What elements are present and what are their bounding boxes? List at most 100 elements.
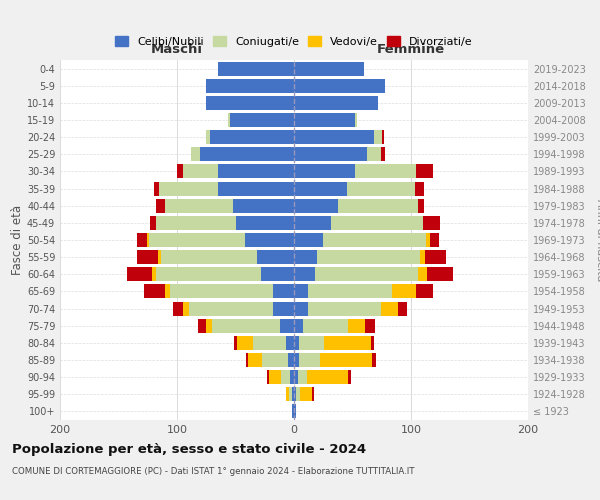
Bar — [292, 404, 294, 418]
Bar — [320, 353, 373, 367]
Bar — [323, 233, 426, 247]
Bar — [292, 388, 294, 402]
Bar — [300, 388, 311, 402]
Bar — [206, 78, 294, 92]
Bar — [166, 198, 233, 212]
Bar — [262, 353, 288, 367]
Bar — [286, 388, 289, 402]
Bar — [281, 370, 290, 384]
Bar — [294, 62, 364, 76]
Bar — [269, 370, 281, 384]
Text: Femmine: Femmine — [377, 44, 445, 57]
Bar — [245, 233, 294, 247]
Bar — [235, 216, 294, 230]
Bar — [422, 216, 440, 230]
Bar — [280, 318, 294, 332]
Bar — [290, 370, 294, 384]
Bar — [233, 198, 294, 212]
Bar — [365, 318, 375, 332]
Bar — [294, 268, 315, 281]
Bar — [218, 182, 294, 196]
Text: Maschi: Maschi — [151, 44, 203, 57]
Bar — [315, 268, 418, 281]
Bar — [294, 78, 385, 92]
Bar — [246, 353, 248, 367]
Bar — [294, 130, 374, 144]
Bar — [173, 302, 183, 316]
Bar — [427, 268, 453, 281]
Bar — [418, 268, 427, 281]
Bar — [307, 370, 348, 384]
Bar — [421, 250, 425, 264]
Bar — [230, 113, 294, 127]
Bar — [206, 318, 212, 332]
Bar — [348, 370, 352, 384]
Bar — [355, 113, 357, 127]
Bar — [160, 182, 218, 196]
Bar — [288, 353, 294, 367]
Bar — [183, 302, 188, 316]
Bar — [331, 216, 422, 230]
Bar — [177, 164, 183, 178]
Bar — [257, 250, 294, 264]
Bar — [294, 284, 308, 298]
Bar — [273, 302, 294, 316]
Bar — [294, 404, 296, 418]
Bar — [146, 233, 149, 247]
Bar — [294, 198, 338, 212]
Bar — [218, 164, 294, 178]
Bar — [415, 182, 424, 196]
Bar — [294, 113, 355, 127]
Bar — [380, 302, 398, 316]
Bar — [294, 388, 296, 402]
Bar — [294, 370, 298, 384]
Bar — [191, 148, 200, 162]
Bar — [294, 216, 331, 230]
Bar — [166, 284, 170, 298]
Bar — [347, 182, 415, 196]
Bar — [218, 62, 294, 76]
Bar — [355, 164, 416, 178]
Bar — [392, 284, 416, 298]
Bar — [416, 164, 433, 178]
Bar — [261, 268, 294, 281]
Bar — [248, 353, 262, 367]
Y-axis label: Fasce di età: Fasce di età — [11, 205, 24, 275]
Bar — [206, 96, 294, 110]
Bar — [289, 388, 292, 402]
Bar — [398, 302, 407, 316]
Bar — [294, 250, 317, 264]
Bar — [430, 233, 439, 247]
Bar — [206, 130, 210, 144]
Bar — [425, 250, 446, 264]
Bar — [298, 370, 307, 384]
Bar — [348, 318, 365, 332]
Bar — [299, 353, 320, 367]
Bar — [294, 336, 299, 350]
Bar — [137, 233, 146, 247]
Bar — [317, 250, 421, 264]
Bar — [416, 284, 433, 298]
Bar — [150, 216, 156, 230]
Bar — [294, 353, 299, 367]
Bar — [161, 250, 257, 264]
Bar — [236, 336, 253, 350]
Bar — [154, 182, 160, 196]
Bar — [380, 148, 385, 162]
Bar — [253, 336, 286, 350]
Y-axis label: Anni di nascita: Anni di nascita — [595, 198, 600, 281]
Bar — [418, 198, 424, 212]
Bar — [374, 130, 382, 144]
Bar — [144, 284, 166, 298]
Legend: Celibi/Nubili, Coniugati/e, Vedovi/e, Divorziati/e: Celibi/Nubili, Coniugati/e, Vedovi/e, Di… — [112, 33, 476, 50]
Bar — [373, 353, 376, 367]
Bar — [156, 216, 235, 230]
Bar — [294, 233, 323, 247]
Bar — [170, 284, 273, 298]
Bar — [273, 284, 294, 298]
Text: COMUNE DI CORTEMAGGIORE (PC) - Dati ISTAT 1° gennaio 2024 - Elaborazione TUTTITA: COMUNE DI CORTEMAGGIORE (PC) - Dati ISTA… — [12, 468, 415, 476]
Bar — [304, 318, 348, 332]
Bar — [235, 336, 236, 350]
Bar — [382, 130, 384, 144]
Text: Popolazione per età, sesso e stato civile - 2024: Popolazione per età, sesso e stato civil… — [12, 442, 366, 456]
